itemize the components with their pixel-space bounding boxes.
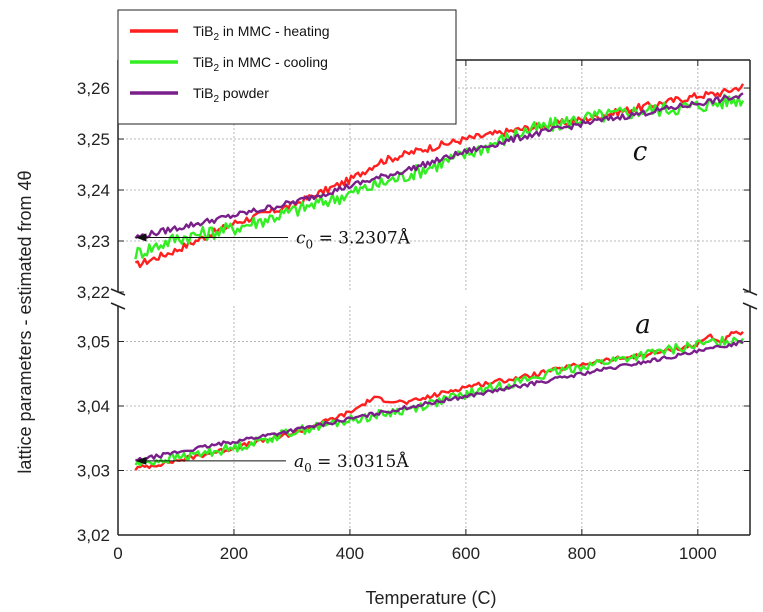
panel-label-c: c bbox=[633, 137, 648, 167]
axis-break-mark bbox=[742, 302, 758, 310]
annotation-c0: c0 = 3.2307Å bbox=[296, 227, 411, 251]
y-tick-label: 3,25 bbox=[77, 130, 110, 149]
series-line-c-1 bbox=[134, 83, 745, 269]
annotation-arrowhead bbox=[135, 456, 147, 465]
y-tick-label: 3,26 bbox=[77, 79, 110, 98]
legend-label-3: TiB2 powder bbox=[193, 85, 269, 105]
y-tick-label: 3,05 bbox=[77, 332, 110, 351]
legend: TiB2 in MMC - heating TiB2 in MMC - cooli… bbox=[117, 9, 457, 125]
axis-break-mark bbox=[110, 302, 126, 310]
annotation-a0: a0 = 3.0315Å bbox=[294, 451, 409, 475]
series-line-a-3 bbox=[135, 339, 744, 462]
legend-label-1: TiB2 in MMC - heating bbox=[193, 23, 330, 43]
series-line-a-2 bbox=[134, 335, 745, 467]
x-axis-title: Temperature (C) bbox=[365, 588, 496, 608]
axis-break-mark bbox=[110, 288, 126, 296]
x-tick-label: 200 bbox=[220, 544, 248, 563]
series-lines bbox=[134, 83, 745, 471]
series-line-c-3 bbox=[134, 92, 744, 240]
y-tick-label: 3,02 bbox=[77, 526, 110, 545]
legend-box bbox=[117, 9, 457, 125]
x-tick-label: 1000 bbox=[679, 544, 717, 563]
y-tick-label: 3,03 bbox=[77, 461, 110, 480]
y-tick-label: 3,23 bbox=[77, 232, 110, 251]
y-tick-label: 3,24 bbox=[77, 181, 110, 200]
y-tick-label: 3,22 bbox=[77, 283, 110, 302]
annotation-arrowhead bbox=[135, 233, 147, 242]
x-tick-label: 800 bbox=[568, 544, 596, 563]
y-axis-title: lattice parameters - estimated from 4θ bbox=[15, 170, 35, 473]
axis-break-mark bbox=[742, 288, 758, 296]
x-tick-label: 0 bbox=[113, 544, 122, 563]
y-tick-label: 3,04 bbox=[77, 397, 110, 416]
x-tick-label: 400 bbox=[336, 544, 364, 563]
x-tick-label: 600 bbox=[452, 544, 480, 563]
tick-labels: 3,22 3,23 3,24 3,25 3,26 3,02 3,03 3,04 3,05 0 200… bbox=[77, 79, 717, 563]
annotations: c c0 = 3.2307Å a a0 = 3.0315Å bbox=[135, 137, 651, 475]
legend-label-2: TiB2 in MMC - cooling bbox=[193, 54, 328, 74]
panel-label-a: a bbox=[635, 310, 651, 340]
